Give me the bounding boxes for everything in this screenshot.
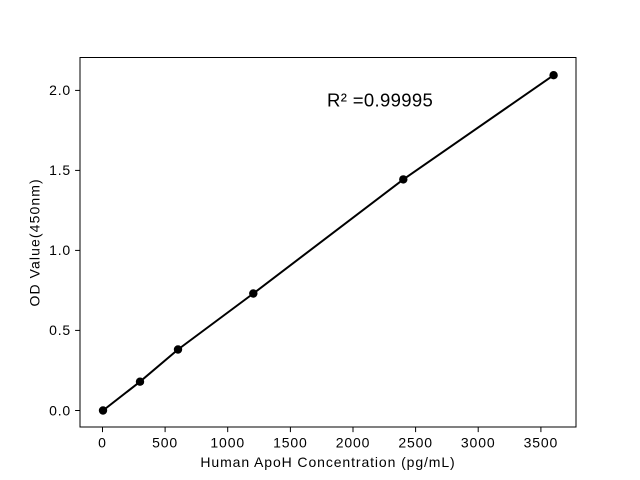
svg-text:2500: 2500 [398,435,433,451]
svg-text:3500: 3500 [524,435,559,451]
svg-text:1500: 1500 [273,435,308,451]
svg-text:OD Value(450nm): OD Value(450nm) [27,178,43,306]
svg-text:2000: 2000 [336,435,371,451]
svg-text:0.0: 0.0 [49,402,71,418]
svg-text:0: 0 [98,435,107,451]
svg-text:1.0: 1.0 [49,242,71,258]
svg-text:3000: 3000 [461,435,496,451]
svg-text:0.5: 0.5 [49,322,71,338]
svg-text:1000: 1000 [210,435,245,451]
svg-text:Human ApoH Concentration (pg/m: Human ApoH Concentration (pg/mL) [200,454,455,470]
svg-text:1.5: 1.5 [49,162,71,178]
svg-text:500: 500 [152,435,178,451]
svg-text:2.0: 2.0 [49,82,71,98]
svg-text:R² =0.99995: R² =0.99995 [327,90,433,111]
